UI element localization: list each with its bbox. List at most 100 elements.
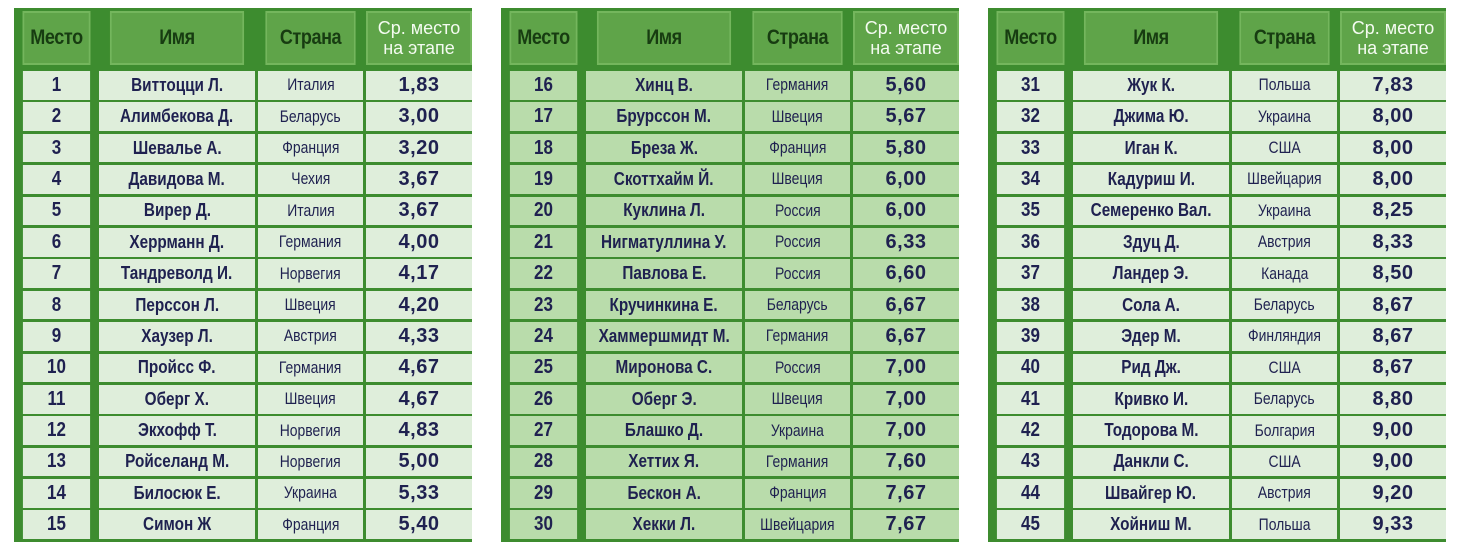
cell-avg-place: 6,67 xyxy=(853,322,959,351)
cell-avg-place: 8,00 xyxy=(1340,165,1446,194)
cell-place: 5 xyxy=(22,196,91,226)
cell-name: Брурссон М. xyxy=(586,102,742,131)
cell-country-text: Норвегия xyxy=(279,420,341,440)
cell-country-text: Швеция xyxy=(771,106,824,126)
table-row: 8 Перссон Л. Швеция 4,20 xyxy=(17,290,472,320)
cell-avg-place: 8,67 xyxy=(1340,322,1446,351)
cell-name: Хинц В. xyxy=(586,71,742,100)
cell-avg-place: 6,67 xyxy=(853,290,959,320)
cell-place: 28 xyxy=(509,447,578,477)
cell-place: 6 xyxy=(22,227,91,257)
table-row: 23 Кручинкина Е. Беларусь 6,67 xyxy=(504,290,959,320)
cell-name-text: Бреза Ж. xyxy=(630,137,698,158)
cell-name-text: Эдер М. xyxy=(1121,325,1181,346)
cell-avg-place: 7,67 xyxy=(853,510,959,540)
cell-avg-place: 3,67 xyxy=(366,196,472,226)
cell-name: Билосюк Е. xyxy=(99,479,255,508)
cell-name: Кривко И. xyxy=(1073,384,1229,414)
cell-name: Кручинкина Е. xyxy=(586,290,742,320)
cell-avg-place: 9,00 xyxy=(1340,416,1446,445)
cell-name-text: Тандреволд И. xyxy=(121,263,233,284)
table-row: 25 Миронова С. Россия 7,00 xyxy=(504,353,959,383)
cell-place: 17 xyxy=(509,102,578,131)
cell-country: Германия xyxy=(745,447,850,477)
table-row: 31 Жук К. Польша 7,83 xyxy=(991,71,1446,100)
cell-country: Австрия xyxy=(1232,227,1337,257)
cell-name: Скоттхайм Й. xyxy=(586,165,742,194)
cell-avg-place: 7,67 xyxy=(853,479,959,508)
cell-country: Норвегия xyxy=(258,447,363,477)
cell-name-text: Бескон А. xyxy=(627,482,701,503)
table-row: 2 Алимбекова Д. Беларусь 3,00 xyxy=(17,102,472,131)
cell-name-text: Джима Ю. xyxy=(1113,106,1189,127)
cell-place: 29 xyxy=(509,479,578,508)
cell-name: Вирер Д. xyxy=(99,196,255,226)
table-row: 19 Скоттхайм Й. Швеция 6,00 xyxy=(504,165,959,194)
cell-avg-place: 7,60 xyxy=(853,447,959,477)
cell-name: Джима Ю. xyxy=(1073,102,1229,131)
cell-country: Швеция xyxy=(745,165,850,194)
cell-country-text: Германия xyxy=(766,75,829,95)
cell-country: Германия xyxy=(258,227,363,257)
cell-avg-place: 9,33 xyxy=(1340,510,1446,540)
table-row: 34 Кадуриш И. Швейцария 8,00 xyxy=(991,165,1446,194)
cell-country: Беларусь xyxy=(1232,290,1337,320)
cell-country-text: Германия xyxy=(279,357,342,377)
cell-name-text: Кручинкина Е. xyxy=(609,294,719,315)
header-country: Страна xyxy=(752,11,843,65)
cell-country-text: Франция xyxy=(281,138,340,158)
cell-place: 31 xyxy=(996,71,1065,100)
cell-name: Хаузер Л. xyxy=(99,322,255,351)
cell-country-text: Польша xyxy=(1258,75,1311,95)
cell-name-text: Билосюк Е. xyxy=(133,482,221,503)
cell-avg-place: 7,00 xyxy=(853,384,959,414)
cell-name: Иган К. xyxy=(1073,133,1229,163)
header-place: Место xyxy=(996,11,1065,65)
table-row: 40 Рид Дж. США 8,67 xyxy=(991,353,1446,383)
cell-name: Павлова Е. xyxy=(586,259,742,288)
table-row: 1 Виттоцци Л. Италия 1,83 xyxy=(17,71,472,100)
cell-place: 22 xyxy=(509,259,578,288)
cell-name: Хекки Л. xyxy=(586,510,742,540)
table-row: 30 Хекки Л. Швейцария 7,67 xyxy=(504,510,959,540)
header-avg-place: Ср. место на этапе xyxy=(1340,11,1446,65)
cell-country-text: Германия xyxy=(766,451,829,471)
cell-name: Эдер М. xyxy=(1073,322,1229,351)
cell-country-text: Канада xyxy=(1260,263,1309,283)
cell-name-text: Хинц В. xyxy=(635,74,693,95)
cell-name: Здуц Д. xyxy=(1073,227,1229,257)
cell-country-text: Швеция xyxy=(771,169,824,189)
cell-place: 1 xyxy=(22,71,91,100)
cell-name: Хеттих Я. xyxy=(586,447,742,477)
header-name: Имя xyxy=(1083,11,1219,65)
cell-name-text: Ландер Э. xyxy=(1113,263,1189,284)
cell-name: Перссон Л. xyxy=(99,290,255,320)
table-row: 16 Хинц В. Германия 5,60 xyxy=(504,71,959,100)
cell-country: Норвегия xyxy=(258,259,363,288)
cell-country-text: Италия xyxy=(286,75,335,95)
cell-name: Тодорова М. xyxy=(1073,416,1229,445)
cell-name-text: Тодорова М. xyxy=(1103,420,1199,441)
cell-place: 30 xyxy=(509,510,578,540)
cell-country: Швеция xyxy=(258,384,363,414)
cell-place: 39 xyxy=(996,322,1065,351)
table-row: 7 Тандреволд И. Норвегия 4,17 xyxy=(17,259,472,288)
cell-country: Украина xyxy=(258,479,363,508)
cell-avg-place: 7,00 xyxy=(853,416,959,445)
cell-place: 3 xyxy=(22,133,91,163)
cell-country: Швеция xyxy=(745,102,850,131)
cell-country-text: США xyxy=(1268,138,1301,158)
cell-place: 8 xyxy=(22,290,91,320)
cell-place: 21 xyxy=(509,227,578,257)
cell-name: Бреза Ж. xyxy=(586,133,742,163)
cell-country: Беларусь xyxy=(258,102,363,131)
cell-name: Тандреволд И. xyxy=(99,259,255,288)
cell-country: США xyxy=(1232,133,1337,163)
cell-country-text: Франция xyxy=(768,483,827,503)
table-row: 27 Блашко Д. Украина 7,00 xyxy=(504,416,959,445)
cell-country: Россия xyxy=(745,227,850,257)
cell-name: Жук К. xyxy=(1073,71,1229,100)
cell-avg-place: 9,00 xyxy=(1340,447,1446,477)
cell-avg-place: 5,00 xyxy=(366,447,472,477)
table-row: 20 Куклина Л. Россия 6,00 xyxy=(504,196,959,226)
